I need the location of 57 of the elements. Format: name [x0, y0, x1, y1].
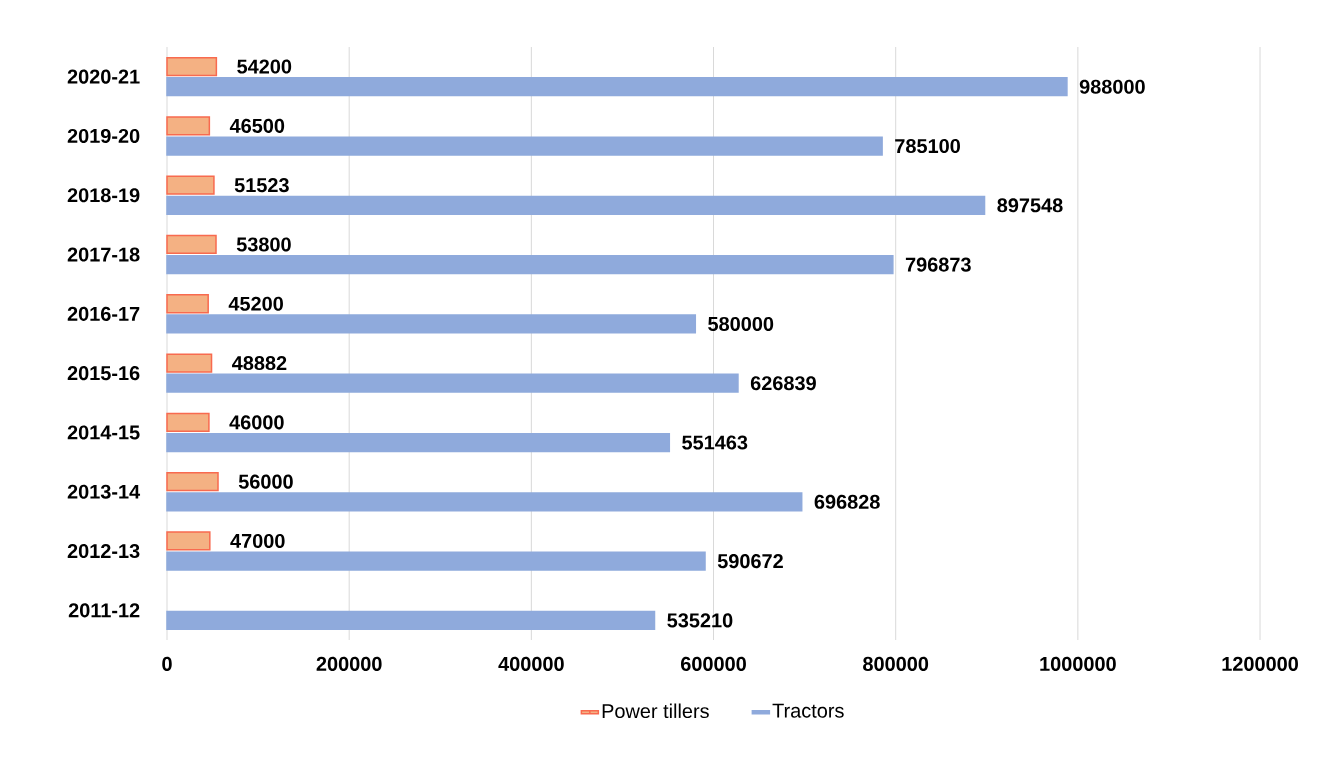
y-tick-label: 2016-17: [67, 306, 140, 321]
bar: [166, 432, 671, 453]
x-tick-label: 400000: [498, 656, 564, 671]
data-label: 53800: [236, 237, 291, 252]
data-label: 56000: [238, 474, 293, 489]
data-label: 590672: [717, 554, 783, 569]
y-tick-label: 2017-18: [67, 247, 140, 262]
data-label: 785100: [895, 138, 960, 154]
bar: [166, 234, 217, 255]
x-tick-label: 1000000: [1040, 656, 1116, 671]
y-tick-label: 2011-12: [68, 603, 140, 618]
data-label: 54200: [237, 59, 292, 74]
y-tick-label: 2014-15: [67, 425, 140, 440]
x-tick-label: 0: [162, 656, 172, 671]
data-label: 696828: [814, 494, 880, 509]
bar: [166, 472, 219, 492]
legend-label: Power tillers: [602, 703, 709, 719]
bar: [166, 531, 211, 551]
y-tick-label: 2018-19: [67, 188, 140, 203]
data-label: 551463: [682, 435, 748, 450]
bar: [166, 551, 706, 571]
data-label: 535210: [667, 613, 733, 628]
bar: [166, 373, 739, 393]
x-tick-label: 600000: [681, 656, 746, 671]
bar: [166, 353, 213, 373]
data-label: 46000: [229, 415, 284, 430]
data-label: 988000: [1079, 79, 1145, 94]
data-label: 48882: [232, 356, 287, 371]
data-label: 897548: [997, 198, 1063, 213]
bar: [166, 492, 803, 512]
bar: [166, 56, 218, 77]
y-tick-label: 2013-14: [67, 484, 141, 499]
bar: [166, 314, 697, 334]
bar: [166, 116, 211, 136]
x-tick-label: 200000: [316, 656, 382, 671]
bar: [166, 412, 210, 433]
bar: [166, 610, 656, 631]
data-label: 46500: [229, 118, 285, 133]
x-tick-label: 800000: [863, 656, 929, 671]
bar: [166, 195, 986, 215]
data-label: 47000: [230, 533, 285, 549]
data-label: 796873: [905, 257, 971, 272]
x-tick-label: 1200000: [1222, 656, 1298, 671]
data-label: 51523: [234, 178, 289, 193]
data-label: 626839: [750, 376, 816, 391]
bar: [166, 136, 883, 156]
data-label: 580000: [708, 316, 774, 331]
bar: [166, 254, 894, 275]
bar: [166, 175, 215, 195]
data-label: 45200: [228, 296, 283, 311]
bar: [166, 77, 1068, 97]
bar: [166, 294, 209, 314]
y-tick-label: 2012-13: [67, 543, 140, 559]
y-tick-label: 2015-16: [67, 366, 140, 381]
y-tick-label: 2020-21: [67, 69, 140, 84]
y-tick-label: 2019-20: [67, 128, 140, 143]
legend-label: Tractors: [772, 703, 844, 718]
